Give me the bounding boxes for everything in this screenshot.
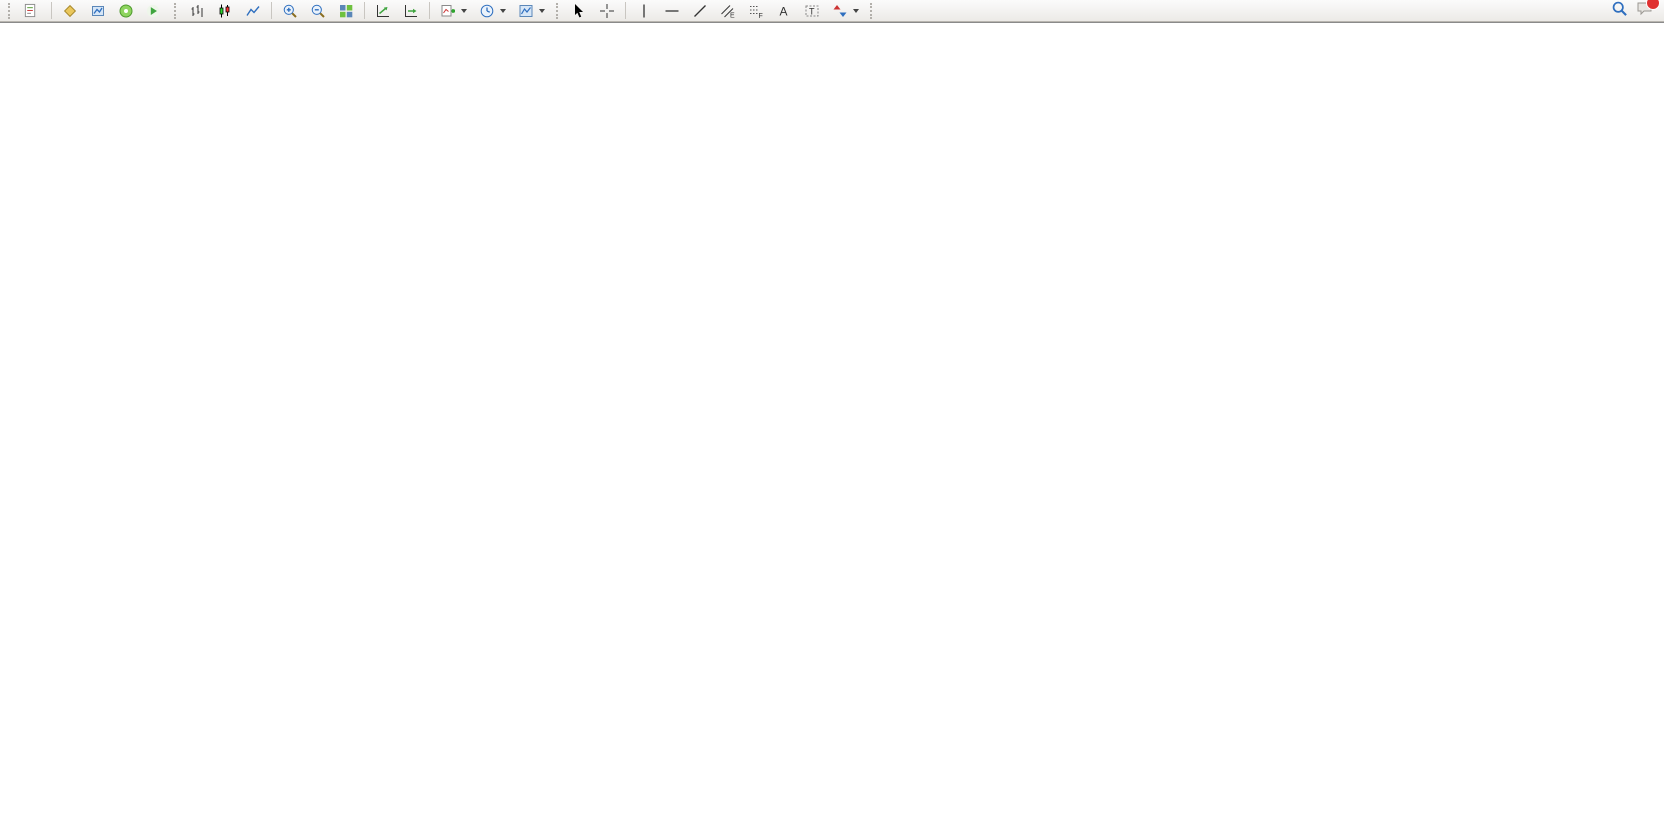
zoom-in-icon: [282, 3, 298, 19]
crosshair-icon: [599, 3, 615, 19]
toolbar-grip[interactable]: [556, 2, 560, 19]
vertical-line-icon: [636, 3, 652, 19]
svg-text:T: T: [809, 6, 815, 16]
text-label-button[interactable]: T: [799, 1, 825, 21]
separator: [51, 2, 52, 19]
notifications-button[interactable]: [1636, 0, 1660, 21]
fibonacci-button[interactable]: F: [743, 1, 769, 21]
equidistant-channel-button[interactable]: E: [715, 1, 741, 21]
horizontal-line-icon: [664, 3, 680, 19]
separator: [271, 2, 272, 19]
line-chart-mode-button[interactable]: [240, 1, 266, 21]
svg-text:E: E: [730, 12, 735, 19]
equidistant-channel-icon: E: [720, 3, 736, 19]
arrows-icon: [832, 3, 848, 19]
svg-text:F: F: [759, 13, 763, 19]
cursor-button[interactable]: [566, 1, 592, 21]
zoom-out-button[interactable]: [305, 1, 331, 21]
play-icon: [146, 4, 160, 18]
main-toolbar: E F A T: [0, 0, 1664, 22]
periods-button[interactable]: [474, 1, 511, 21]
notification-badge: [1646, 0, 1660, 10]
chart-shift-icon: [403, 3, 419, 19]
signal-icon: [118, 3, 134, 19]
trendline-button[interactable]: [687, 1, 713, 21]
chart-shift-button[interactable]: [398, 1, 424, 21]
profile-chart-icon: [90, 3, 106, 19]
tag-icon: [62, 3, 78, 19]
text-button[interactable]: A: [771, 1, 797, 21]
auto-scroll-icon: [375, 3, 391, 19]
separator: [364, 2, 365, 19]
candlestick-chart-icon: [217, 3, 233, 19]
line-chart-icon: [245, 3, 261, 19]
search-icon[interactable]: [1611, 0, 1628, 22]
text-icon: A: [776, 3, 792, 19]
cursor-icon: [571, 3, 587, 19]
trendline-icon: [692, 3, 708, 19]
profiles-button[interactable]: [85, 1, 111, 21]
vertical-line-button[interactable]: [631, 1, 657, 21]
templates-button[interactable]: [513, 1, 550, 21]
chevron-down-icon: [853, 8, 859, 13]
toolbar-right-tools: [1611, 0, 1660, 22]
crosshair-button[interactable]: [594, 1, 620, 21]
toolbar-grip[interactable]: [870, 2, 874, 19]
auto-scroll-button[interactable]: [370, 1, 396, 21]
new-order-icon: [23, 3, 38, 18]
toolbar-grip[interactable]: [174, 2, 178, 19]
new-order-button[interactable]: [18, 1, 46, 20]
arrows-button[interactable]: [827, 1, 864, 21]
svg-text:A: A: [780, 4, 788, 18]
separator: [625, 2, 626, 19]
indicators-button[interactable]: [435, 1, 472, 21]
zoom-out-icon: [310, 3, 326, 19]
candlestick-mode-button[interactable]: [212, 1, 238, 21]
separator: [429, 2, 430, 19]
zoom-in-button[interactable]: [277, 1, 303, 21]
horizontal-line-button[interactable]: [659, 1, 685, 21]
auto-trading-button[interactable]: [141, 2, 168, 20]
chevron-down-icon: [461, 8, 467, 13]
text-label-icon: T: [804, 3, 820, 19]
tile-windows-icon: [338, 3, 354, 19]
bar-chart-mode-button[interactable]: [184, 1, 210, 21]
tile-windows-button[interactable]: [333, 1, 359, 21]
fibonacci-icon: F: [748, 3, 764, 19]
bar-chart-icon: [189, 3, 205, 19]
chart-canvas[interactable]: [0, 23, 1664, 831]
toolbar-grip[interactable]: [8, 2, 12, 19]
market-watch-button[interactable]: [57, 1, 83, 21]
signals-button[interactable]: [113, 1, 139, 21]
chevron-down-icon: [539, 8, 545, 13]
clock-icon: [479, 3, 495, 19]
chevron-down-icon: [500, 8, 506, 13]
chart-window: [0, 22, 1664, 831]
add-indicator-icon: [440, 3, 456, 19]
template-icon: [518, 3, 534, 19]
